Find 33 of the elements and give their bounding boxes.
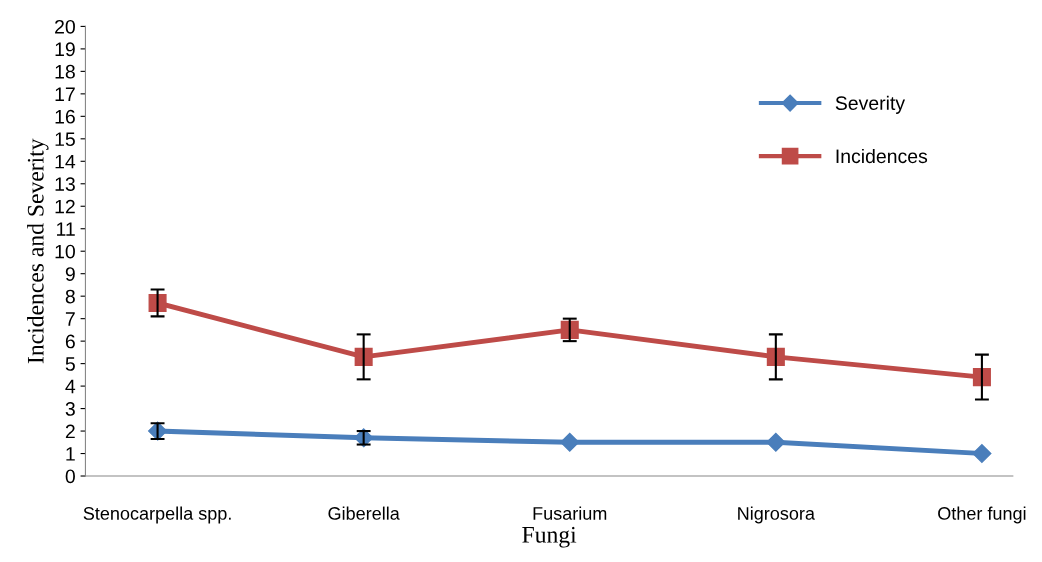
y-tick-label: 8 — [65, 289, 75, 304]
y-tick-label: 11 — [57, 222, 75, 236]
y-tick-label: 2 — [65, 424, 75, 439]
y-tick-label: 6 — [65, 334, 75, 349]
point — [766, 432, 786, 452]
legend-label: Incidences — [836, 148, 928, 164]
y-tick-label: 19 — [55, 42, 75, 57]
y-tick-label: 5 — [65, 357, 75, 371]
y-tick-label: 14 — [55, 154, 76, 169]
y-tick-label: 1 — [66, 447, 75, 461]
y-tick-label: 9 — [65, 267, 75, 281]
x-tick-label: Stenocarpella spp. — [83, 506, 231, 524]
point — [560, 432, 580, 452]
y-tick-label: 0 — [65, 469, 75, 484]
x-tick-label: Giberella — [328, 506, 400, 520]
x-tick-label: Nigrosora — [738, 506, 815, 524]
y-tick-label: 13 — [55, 177, 75, 192]
y-tick-label: 10 — [55, 244, 75, 259]
y-axis-title: Incidences and Severity — [27, 138, 49, 364]
y-tick-label: 7 — [65, 312, 75, 326]
y-tick-label: 4 — [65, 379, 76, 394]
y-tick-label: 15 — [55, 132, 75, 147]
y-tick-label: 12 — [55, 199, 75, 214]
y-tick-label: 18 — [55, 64, 75, 79]
y-tick-label: 16 — [55, 109, 75, 124]
y-tick-label: 3 — [65, 402, 75, 416]
y-tick-label: 20 — [55, 19, 75, 34]
x-tick-label: Fusarium — [533, 506, 607, 520]
point — [972, 443, 992, 464]
legend-label: Severity — [835, 95, 906, 114]
x-tick-label: Other fungi — [938, 506, 1026, 524]
y-tick-label: 17 — [55, 87, 75, 101]
x-axis-title: Fungi — [522, 526, 577, 548]
